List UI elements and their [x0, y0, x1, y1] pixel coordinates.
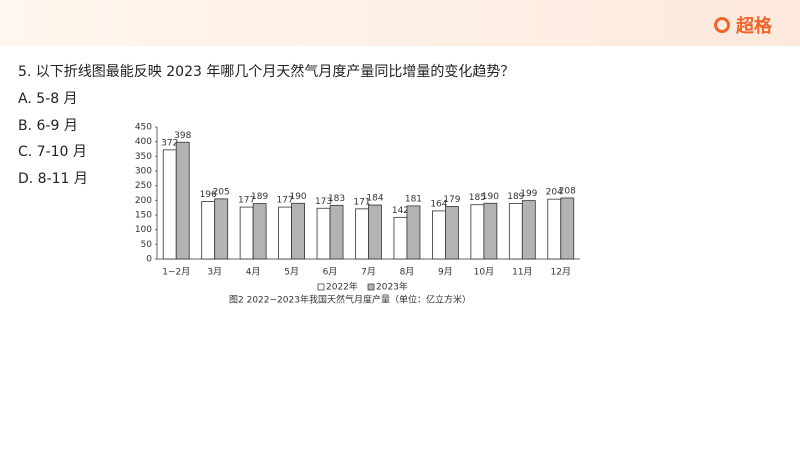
bar — [214, 198, 229, 260]
x-tick-label: 1~2月 — [162, 267, 190, 278]
bar — [445, 206, 459, 260]
data-label: 184 — [366, 194, 383, 204]
y-tick-label: 0 — [146, 255, 152, 265]
data-label: 372 — [161, 138, 178, 148]
bar — [560, 197, 575, 260]
bar — [291, 202, 305, 260]
bar — [162, 149, 177, 260]
x-tick-label: 4月 — [246, 267, 261, 278]
data-label: 164 — [430, 199, 447, 209]
y-tick-label: 200 — [135, 196, 152, 206]
bar — [406, 205, 421, 260]
x-tick-label: 6月 — [323, 267, 338, 278]
data-label: 398 — [174, 131, 191, 141]
data-label: 173 — [315, 197, 332, 207]
y-tick-label: 350 — [135, 152, 152, 162]
data-label: 208 — [559, 186, 576, 196]
x-tick-label: 9月 — [438, 267, 453, 278]
data-label: 185 — [469, 193, 486, 203]
question-stem: 5. 以下折线图最能反映 2023 年哪几个月天然气月度产量同比增量的变化趋势？ — [18, 64, 515, 80]
y-tick-label: 100 — [135, 225, 152, 235]
chart-caption: 图2 2022~2023年我国天然气月度产量（单位：亿立方米） — [229, 294, 471, 306]
legend-swatch — [367, 283, 375, 291]
x-tick-label: 12月 — [551, 267, 571, 278]
y-tick-label: 250 — [135, 181, 152, 191]
x-tick-label: 8月 — [400, 267, 415, 278]
bar — [252, 203, 267, 260]
data-label: 189 — [251, 192, 268, 202]
data-label: 181 — [405, 194, 422, 204]
x-tick-label: 5月 — [284, 267, 299, 278]
legend-label: 2022年 — [326, 281, 358, 293]
bar — [508, 203, 523, 260]
bar — [368, 204, 382, 260]
data-label: 190 — [482, 192, 499, 202]
bar — [355, 208, 369, 260]
option: A. 5-8 月 — [18, 91, 78, 107]
y-tick-label: 150 — [135, 211, 152, 221]
x-tick-label: 11月 — [512, 267, 532, 278]
bar — [470, 204, 485, 260]
y-tick-label: 300 — [135, 167, 152, 177]
legend-label: 2023年 — [376, 281, 408, 293]
brand: 超格 — [714, 12, 772, 38]
bar — [521, 200, 536, 260]
bar — [239, 206, 254, 260]
bar — [201, 201, 216, 260]
x-tick-label: 3月 — [207, 267, 222, 278]
data-label: 179 — [443, 195, 460, 205]
bar — [175, 141, 190, 260]
data-label: 177 — [238, 196, 255, 206]
option: B. 6-9 月 — [18, 118, 78, 134]
bar — [329, 204, 344, 260]
legend-swatch — [317, 283, 325, 291]
bar — [432, 210, 446, 260]
data-label: 177 — [276, 196, 293, 206]
bar — [316, 207, 331, 260]
bar — [278, 206, 292, 260]
data-label: 183 — [328, 194, 345, 204]
y-tick-label: 50 — [141, 240, 153, 250]
data-label: 204 — [546, 188, 563, 198]
bar — [393, 216, 408, 260]
bar — [547, 198, 562, 260]
x-tick-label: 7月 — [361, 267, 376, 278]
data-label: 142 — [392, 206, 409, 216]
data-label: 189 — [507, 192, 524, 202]
bar — [483, 202, 498, 260]
brand-name: 超格 — [736, 16, 772, 37]
data-label: 199 — [520, 189, 537, 199]
option: C. 7-10 月 — [18, 144, 87, 160]
option: D. 8-11 月 — [18, 171, 88, 187]
header-band — [0, 0, 800, 46]
data-label: 190 — [289, 192, 306, 202]
y-tick-label: 400 — [135, 137, 152, 147]
data-label: 205 — [213, 187, 230, 197]
data-label: 196 — [200, 190, 217, 200]
brand-icon — [714, 17, 730, 33]
y-tick-label: 450 — [135, 123, 152, 133]
x-tick-label: 10月 — [474, 267, 494, 278]
data-label: 171 — [353, 197, 370, 207]
